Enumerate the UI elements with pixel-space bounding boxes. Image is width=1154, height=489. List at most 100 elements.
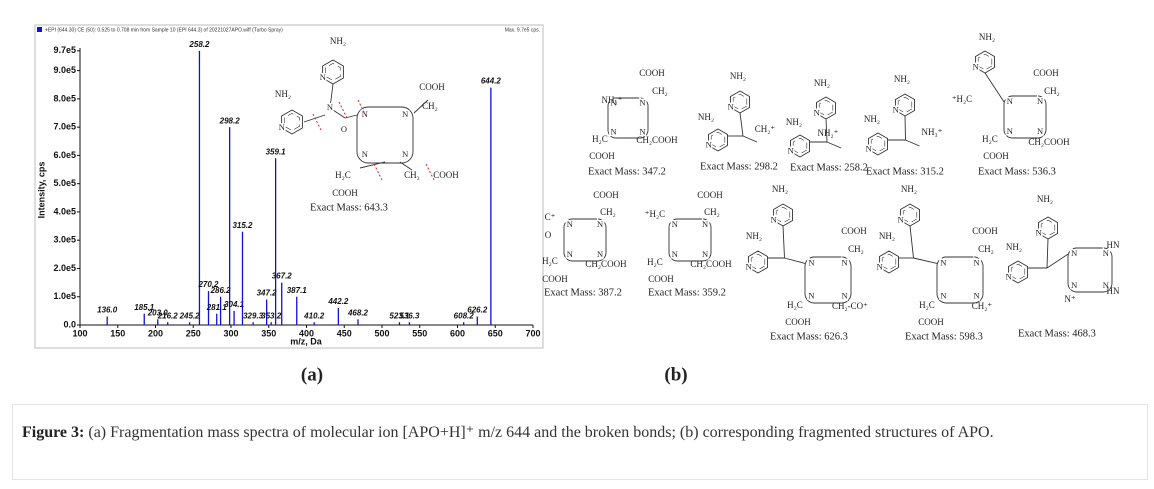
peak-label: 270.2 <box>197 280 219 289</box>
ring-atom: N <box>1036 227 1042 237</box>
atom-group: ⁺H₂C <box>645 209 665 219</box>
ring-atom: N <box>402 149 408 159</box>
atom-group: NH₂ <box>894 74 910 84</box>
ring-atom: N <box>639 126 645 136</box>
y-tick-label: 4.0e5 <box>53 206 76 216</box>
atom-group: COOH <box>648 274 674 284</box>
y-tick-label: 2.0e5 <box>53 263 76 273</box>
ring-atom: N <box>1037 126 1043 136</box>
atom-group: NH₂ <box>698 112 714 122</box>
pyridine-inner <box>818 99 834 117</box>
peak-label: 136.0 <box>97 306 118 315</box>
ring-atom: N <box>597 219 603 229</box>
caption: Figure 3: (a) Fragmentation mass spectra… <box>22 420 1132 446</box>
peak-label: 281.1 <box>206 303 228 312</box>
bond <box>913 257 938 264</box>
atom-group: COOH <box>918 317 944 327</box>
x-tick-label: 500 <box>374 328 389 338</box>
exact-mass: Exact Mass: 626.3 <box>770 331 848 342</box>
peak-label: 347.2 <box>257 289 278 298</box>
x-tick-label: 300 <box>223 328 238 338</box>
bond <box>905 139 920 147</box>
ring-atom: N <box>1007 126 1013 136</box>
ring-atom: N <box>702 219 708 229</box>
atom-group: CH₂COOH <box>690 259 732 269</box>
atom-group: NH₂ <box>1037 194 1053 204</box>
peak-label: 315.2 <box>232 221 253 230</box>
ring-atom: N <box>808 257 814 267</box>
ring-atom: N <box>362 149 368 159</box>
ring-atom: N <box>898 214 904 224</box>
x-tick-label: 550 <box>412 328 427 338</box>
pyridine <box>868 132 888 156</box>
figure-graphics: +EPI (644.30) CE (50): 0.525 to 0.708 mi… <box>34 24 1120 385</box>
atom-group: NH₂ <box>1006 242 1022 252</box>
ring-atom: N <box>728 101 734 111</box>
atom-group: CH₂ <box>704 207 720 217</box>
bond <box>413 99 429 114</box>
atom-group: NH₂ <box>746 231 762 241</box>
exact-mass: Exact Mass: 598.3 <box>905 331 983 342</box>
caption-box <box>12 404 1148 480</box>
pyridine <box>879 250 899 274</box>
atom-group: NH₂ <box>901 184 917 194</box>
ring-atom: N <box>814 107 820 117</box>
ring-atom: N <box>746 261 752 271</box>
pyridine-inner <box>897 96 913 114</box>
ring-atom: N <box>771 214 777 224</box>
broken-bond <box>357 99 367 117</box>
pyridine <box>708 128 728 152</box>
exact-mass: Exact Mass: 359.2 <box>648 287 726 298</box>
peak-label: 304.1 <box>224 300 245 309</box>
atom-group: H₂C <box>982 134 998 144</box>
peak-label: 329.3 <box>243 311 264 320</box>
ring-atom: N <box>841 257 847 267</box>
atom-group: NH₂ <box>786 117 802 127</box>
chart-header: +EPI (644.30) CE (50): 0.525 to 0.708 mi… <box>45 27 283 33</box>
ring-atom: N <box>973 61 979 71</box>
y-tick-label: 9.7e5 <box>53 45 76 55</box>
atom-group: NH₂ <box>730 71 746 81</box>
ring-atom: N <box>320 72 326 82</box>
peak-label: 523.1 <box>389 311 410 320</box>
bond <box>904 115 906 141</box>
ring-atom: N <box>567 249 573 259</box>
atom-group: COOH <box>593 190 619 200</box>
x-axis-title: m/z, Da <box>290 336 323 346</box>
panel-label: (a) <box>301 364 323 385</box>
bond <box>984 72 1005 103</box>
pyridine-inner <box>1010 263 1026 281</box>
exact-mass: Exact Mass: 387.2 <box>544 287 622 298</box>
atom-group: C⁺ <box>545 212 556 222</box>
peak-label: 185.1 <box>134 303 155 312</box>
atom-group: COOH <box>433 170 459 180</box>
atom-group: CH₂ <box>600 207 616 217</box>
atom-group: NH₂⁺ <box>602 95 623 105</box>
peak-label: 442.2 <box>327 297 349 306</box>
x-tick-label: 100 <box>72 328 87 338</box>
pyridine-inner <box>881 253 897 271</box>
ring-atom: N <box>279 122 285 132</box>
bond <box>399 161 413 171</box>
x-tick-label: 600 <box>450 328 465 338</box>
atom-group: COOH <box>419 82 445 92</box>
panel-label: (b) <box>664 364 687 385</box>
atom-group: NH₂ <box>772 184 788 194</box>
x-tick-label: 650 <box>488 328 503 338</box>
atom-group: COOH <box>1033 68 1059 78</box>
atom-group: CH₂⁺ <box>755 124 776 134</box>
ring-atom: N <box>639 98 645 108</box>
ring-atom: N <box>973 291 979 301</box>
pyridine-inner <box>870 135 886 153</box>
peak-label: 608.2 <box>454 311 475 320</box>
atom-group: NH₂ <box>330 36 346 46</box>
peak-label: 353.2 <box>261 311 282 320</box>
broken-bond <box>338 101 348 119</box>
peak-label: 468.2 <box>347 308 369 317</box>
ring-atom: N <box>402 109 408 119</box>
y-tick-label: 9.0e5 <box>53 65 76 75</box>
bond <box>1046 238 1049 269</box>
pyridine-inner <box>775 206 791 224</box>
caption-text: (a) Fragmentation mass spectra of molecu… <box>88 424 994 441</box>
atom-group: CH₂ <box>422 101 438 111</box>
